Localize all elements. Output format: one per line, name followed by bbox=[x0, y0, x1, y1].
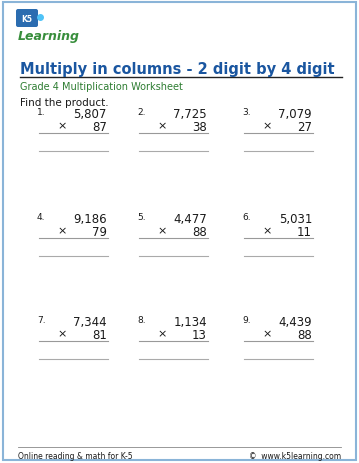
Text: Grade 4 Multiplication Worksheet: Grade 4 Multiplication Worksheet bbox=[20, 82, 183, 92]
Text: 7,725: 7,725 bbox=[173, 108, 207, 121]
Text: K5: K5 bbox=[22, 14, 33, 24]
Text: 9.: 9. bbox=[242, 315, 251, 324]
Text: 27: 27 bbox=[297, 121, 312, 134]
Text: ×: × bbox=[263, 121, 272, 131]
Text: ×: × bbox=[158, 225, 167, 236]
FancyBboxPatch shape bbox=[3, 3, 356, 460]
Text: ×: × bbox=[58, 225, 67, 236]
Text: Online reading & math for K-5: Online reading & math for K-5 bbox=[18, 451, 132, 460]
Text: 4,477: 4,477 bbox=[173, 213, 207, 225]
Text: 8.: 8. bbox=[137, 315, 146, 324]
Text: 1.: 1. bbox=[37, 108, 46, 117]
FancyBboxPatch shape bbox=[16, 10, 38, 28]
Text: ×: × bbox=[158, 328, 167, 338]
Text: 5,807: 5,807 bbox=[74, 108, 107, 121]
Text: 13: 13 bbox=[192, 328, 207, 341]
Text: 3.: 3. bbox=[242, 108, 251, 117]
Text: 7.: 7. bbox=[37, 315, 46, 324]
Text: 88: 88 bbox=[192, 225, 207, 238]
Text: 2.: 2. bbox=[137, 108, 145, 117]
Text: 9,186: 9,186 bbox=[73, 213, 107, 225]
Text: 4,439: 4,439 bbox=[278, 315, 312, 328]
Text: ×: × bbox=[58, 328, 67, 338]
Text: Find the product.: Find the product. bbox=[20, 98, 109, 108]
Text: 87: 87 bbox=[92, 121, 107, 134]
Text: 7,344: 7,344 bbox=[73, 315, 107, 328]
Text: Learning: Learning bbox=[18, 30, 80, 43]
Text: Multiply in columns - 2 digit by 4 digit: Multiply in columns - 2 digit by 4 digit bbox=[20, 62, 335, 77]
Text: 7,079: 7,079 bbox=[278, 108, 312, 121]
Text: 11: 11 bbox=[297, 225, 312, 238]
Text: 4.: 4. bbox=[37, 213, 46, 221]
Text: 1,134: 1,134 bbox=[173, 315, 207, 328]
Text: ©  www.k5learning.com: © www.k5learning.com bbox=[249, 451, 341, 460]
Text: 79: 79 bbox=[92, 225, 107, 238]
Text: ×: × bbox=[58, 121, 67, 131]
Text: 38: 38 bbox=[192, 121, 207, 134]
Text: 81: 81 bbox=[92, 328, 107, 341]
Text: 6.: 6. bbox=[242, 213, 251, 221]
Text: 5,031: 5,031 bbox=[279, 213, 312, 225]
Text: 5.: 5. bbox=[137, 213, 146, 221]
Text: ×: × bbox=[158, 121, 167, 131]
Text: ×: × bbox=[263, 328, 272, 338]
Text: ×: × bbox=[263, 225, 272, 236]
Text: 88: 88 bbox=[297, 328, 312, 341]
